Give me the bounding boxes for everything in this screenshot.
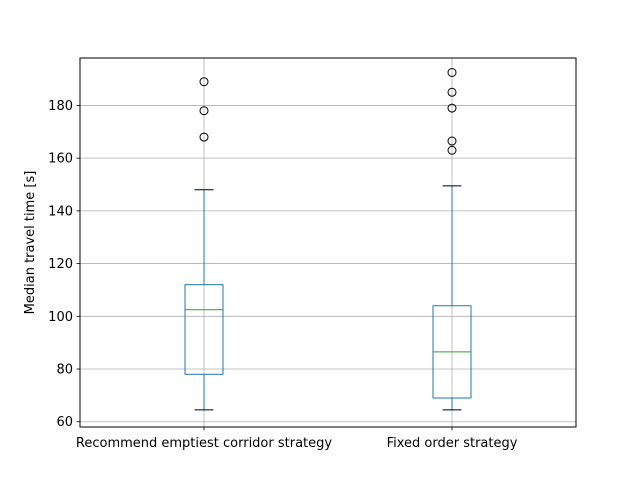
y-axis-label: Median travel time [s] xyxy=(23,171,38,315)
box-group xyxy=(432,67,472,411)
iqr-box xyxy=(184,284,224,375)
plot-frame xyxy=(79,57,577,428)
box-layer xyxy=(184,67,472,411)
outlier-point xyxy=(199,132,209,142)
x-tick-label: Recommend emptiest corridor strategy xyxy=(76,436,333,451)
outlier-point xyxy=(199,77,209,87)
axis-layer: 60 80 100 120 140 160 180 Recommend emptiest co… xyxy=(48,99,518,451)
y-tick-label: 60 xyxy=(56,415,73,430)
y-tick-label: 80 xyxy=(56,363,73,378)
grid-layer xyxy=(80,58,576,427)
outlier-point xyxy=(199,106,209,116)
outlier-point xyxy=(447,67,457,77)
y-tick-label: 160 xyxy=(48,152,73,167)
y-tick-label: 140 xyxy=(48,204,73,219)
box-group xyxy=(184,77,224,411)
outlier-point xyxy=(447,145,457,155)
outlier-point xyxy=(447,136,457,146)
outlier-point xyxy=(447,87,457,97)
y-tick-label: 180 xyxy=(48,99,73,114)
outlier-point xyxy=(447,103,457,113)
y-tick-label: 100 xyxy=(48,310,73,325)
y-tick-label: 120 xyxy=(48,257,73,272)
x-tick-label: Fixed order strategy xyxy=(387,436,518,451)
